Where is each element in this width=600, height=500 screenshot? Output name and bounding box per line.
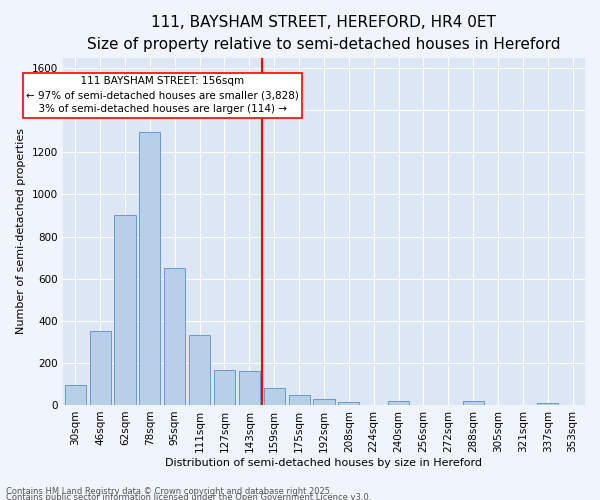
Bar bbox=[313, 398, 335, 405]
Text: Contains public sector information licensed under the Open Government Licence v3: Contains public sector information licen… bbox=[6, 492, 371, 500]
Y-axis label: Number of semi-detached properties: Number of semi-detached properties bbox=[16, 128, 26, 334]
Bar bbox=[139, 132, 160, 405]
Bar bbox=[65, 385, 86, 405]
Bar bbox=[338, 402, 359, 405]
Bar bbox=[289, 396, 310, 405]
Bar bbox=[263, 388, 285, 405]
Bar bbox=[388, 400, 409, 405]
Text: 111 BAYSHAM STREET: 156sqm  
← 97% of semi-detached houses are smaller (3,828)
 : 111 BAYSHAM STREET: 156sqm ← 97% of semi… bbox=[26, 76, 299, 114]
Bar bbox=[115, 216, 136, 405]
Bar bbox=[164, 268, 185, 405]
Text: Contains HM Land Registry data © Crown copyright and database right 2025.: Contains HM Land Registry data © Crown c… bbox=[6, 487, 332, 496]
Bar bbox=[189, 336, 210, 405]
Bar bbox=[463, 400, 484, 405]
Bar bbox=[89, 332, 111, 405]
X-axis label: Distribution of semi-detached houses by size in Hereford: Distribution of semi-detached houses by … bbox=[166, 458, 482, 468]
Title: 111, BAYSHAM STREET, HEREFORD, HR4 0ET
Size of property relative to semi-detache: 111, BAYSHAM STREET, HEREFORD, HR4 0ET S… bbox=[87, 15, 560, 52]
Bar bbox=[537, 403, 558, 405]
Bar bbox=[239, 372, 260, 405]
Bar bbox=[214, 370, 235, 405]
